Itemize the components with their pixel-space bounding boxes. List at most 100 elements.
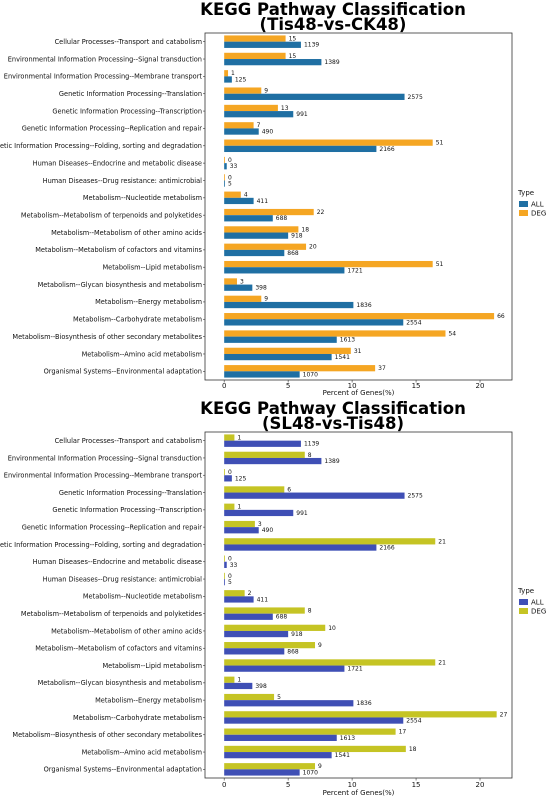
bar-all [224,232,289,239]
legend-swatch-all [519,599,528,605]
category-label: Metabolism--Metabolism of terpenoids and… [21,610,203,618]
value-label: 2575 [408,94,423,101]
value-label: 37 [378,365,386,372]
x-axis-label: Percent of Genes(%) [323,389,395,397]
category-label: Human Diseases--Endocrine and metabolic … [33,159,202,167]
value-label: 13 [281,105,289,112]
value-label: 490 [262,128,274,135]
category-label: Genetic Information Processing--Transcri… [52,506,202,514]
category-label: Metabolism--Nucleotide metabolism [83,194,202,202]
value-label: 5 [228,181,232,188]
category-label: Metabolism--Amino acid metabolism [82,350,202,358]
category-label: Metabolism--Biosynthesis of other second… [12,731,202,739]
value-label: 411 [257,596,269,603]
bar-all [224,336,337,343]
value-label: 2554 [406,319,421,326]
bar-all [224,769,300,776]
bar-deg [224,469,225,476]
category-label: Metabolism--Metabolism of cofactors and … [35,246,202,254]
category-label: Human Diseases--Drug resistance: antimic… [43,177,203,185]
chart-1: KEGG Pathway Classification(Tis48-vs-CK4… [0,0,546,397]
bar-deg [224,642,316,649]
category-label: Cellular Processes--Transport and catabo… [55,38,202,46]
bar-all [224,475,232,482]
x-tick-label: 20 [476,781,485,789]
value-label: 15 [289,53,297,60]
bar-all [224,492,405,499]
bar-all [224,544,377,551]
bar-deg [224,243,307,250]
value-label: 1 [237,504,241,511]
value-label: 0 [228,573,232,580]
category-label: Organismal Systems--Environmental adapta… [44,766,202,774]
bar-deg [224,174,225,181]
value-label: 20 [309,244,317,251]
value-label: 17 [399,729,407,736]
bar-all [224,596,254,603]
chart-subtitle: (Tis48-vs-CK48) [260,15,407,34]
category-label: Environmental Information Processing--Me… [4,73,203,81]
bar-deg [224,434,235,441]
category-label: Metabolism--Metabolism of other amino ac… [51,627,202,635]
bar-all [224,249,285,257]
value-label: 125 [235,475,247,482]
value-label: 51 [436,261,444,268]
chart-title: KEGG Pathway Classification [200,399,466,418]
value-label: 0 [228,556,232,563]
value-label: 2554 [406,717,421,724]
bar-all [224,41,301,48]
bar-all [224,371,300,378]
value-label: 125 [235,76,247,83]
value-label: 15 [289,35,297,42]
legend-swatch-deg [519,210,528,216]
value-label: 7 [257,122,261,129]
bar-all [224,301,354,309]
bar-deg [224,745,406,753]
category-label: Environmental Information Processing--Si… [8,454,202,462]
value-label: 0 [228,469,232,476]
bar-all [224,145,377,153]
bar-all [224,527,259,534]
bar-deg [224,607,305,614]
bar-all [224,630,289,638]
bar-all [224,682,253,690]
value-label: 1389 [324,59,339,66]
legend-label-all: ALL [531,201,544,209]
bar-deg [224,555,225,562]
value-label: 1613 [340,735,355,742]
bar-all [224,561,227,568]
bar-all [224,197,254,205]
bar-deg [224,520,255,528]
value-label: 5 [228,579,232,586]
bar-deg [224,260,433,268]
bar-deg [224,226,299,233]
bar-deg [224,728,396,735]
value-label: 1721 [347,666,362,673]
value-label: 1541 [335,354,350,361]
value-label: 868 [287,648,299,655]
x-tick-label: 0 [222,781,226,789]
value-label: 9 [264,88,268,95]
value-label: 22 [317,209,325,216]
category-label: Genetic Information Processing--Translat… [59,489,202,497]
x-tick-label: 5 [286,382,290,390]
value-label: 21 [438,659,446,666]
value-label: 10 [328,625,336,632]
value-label: 1836 [356,302,371,309]
chart-title: KEGG Pathway Classification [200,0,466,19]
category-label: Genetic Information Processing--Folding,… [0,142,202,150]
value-label: 490 [262,527,274,534]
x-tick-label: 20 [476,382,485,390]
bar-all [224,579,225,586]
bar-deg [224,659,436,666]
value-label: 918 [291,631,303,638]
chart-subtitle: (SL48-vs-Tis48) [262,414,404,433]
bar-all [224,648,285,655]
category-label: Metabolism--Glycan biosynthesis and meta… [38,281,202,289]
value-label: 688 [276,215,288,222]
bar-all [224,267,345,274]
bar-all [224,59,322,66]
bar-deg [224,711,497,718]
bar-all [224,717,404,724]
